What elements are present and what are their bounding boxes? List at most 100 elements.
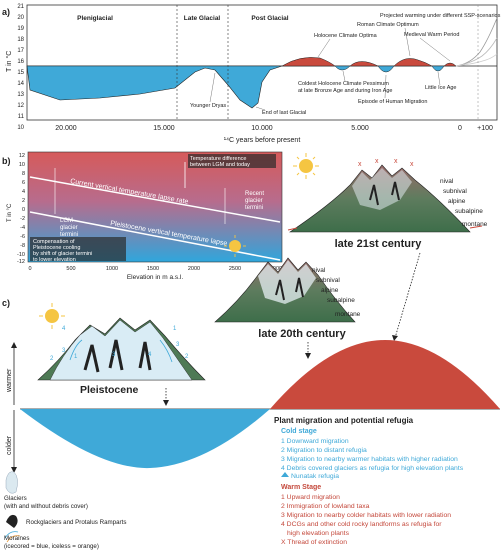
a-ytick: 15 bbox=[17, 70, 24, 76]
glacier-icon bbox=[49, 319, 193, 381]
legend-cold-stage: Cold stage bbox=[281, 428, 317, 435]
b-ytick: 0 bbox=[22, 207, 25, 213]
b-ytick: -8 bbox=[20, 243, 25, 249]
panel-b: b) T in °C 12 10 8 6 4 2 0 -2 -4 -6 -8 -… bbox=[2, 151, 283, 281]
mountain-late-20th: nival subnival alpine subalpine montane … bbox=[214, 235, 361, 340]
warm-area-1 bbox=[349, 61, 379, 67]
little-ice-age-area bbox=[431, 65, 445, 72]
svg-text:2: 2 bbox=[50, 356, 54, 362]
lgm-termini-2: glacier bbox=[60, 225, 78, 231]
recent-termini-3: termini bbox=[245, 205, 263, 211]
zone-subalpine: subalpine bbox=[327, 297, 355, 304]
zone-nival: nival bbox=[440, 178, 454, 185]
ssp-projection-low bbox=[455, 53, 498, 67]
a-ytick: 16 bbox=[17, 59, 24, 65]
legend: Plant migration and potential refugia Co… bbox=[4, 416, 464, 550]
legend-glaciers-2: (with and without debris cover) bbox=[4, 503, 88, 510]
b-ytick: -2 bbox=[20, 216, 25, 222]
period-late-glacial: Late Glacial bbox=[184, 15, 221, 22]
cold-migration-area bbox=[377, 65, 395, 73]
legend-cold-item: 2 Migration to distant refugia bbox=[281, 447, 367, 454]
b-xtick: 500 bbox=[66, 266, 75, 272]
b-ytick: 6 bbox=[22, 180, 25, 186]
b-ytick: 8 bbox=[22, 171, 25, 177]
comp-text-3: by shift of glacier termini bbox=[33, 251, 92, 257]
comp-text-4: to lower elevation bbox=[33, 257, 76, 263]
annot-coldest-2: at late Bronze Age and during Iron Age bbox=[298, 88, 393, 94]
a-xtick: 20.000 bbox=[55, 125, 77, 132]
rock-glacier-legend-icon bbox=[6, 514, 18, 528]
warmer-label: warmer bbox=[6, 368, 13, 393]
a-ytick: 17 bbox=[17, 48, 24, 54]
arrow-down-icon bbox=[392, 335, 398, 341]
period-post-glacial: Post Glacial bbox=[251, 15, 288, 22]
a-ytick: 14 bbox=[17, 81, 24, 87]
b-ytick: 4 bbox=[22, 189, 25, 195]
moraine-legend-icon bbox=[6, 535, 21, 543]
arrow-up-icon bbox=[11, 342, 17, 348]
legend-warm-item: 3 Migration to nearby colder habitats wi… bbox=[281, 512, 451, 519]
recent-termini-1: Recent bbox=[245, 191, 264, 197]
a-ytick: 20 bbox=[17, 15, 24, 21]
svg-text:x: x bbox=[410, 161, 414, 168]
b-x-label: Elevation in m a.s.l. bbox=[127, 274, 184, 281]
b-xtick: 1500 bbox=[147, 266, 159, 272]
b-ytick: -12 bbox=[17, 259, 25, 265]
legend-title: Plant migration and potential refugia bbox=[274, 416, 414, 425]
nunatak-icon bbox=[281, 472, 289, 477]
legend-cold-item: 3 Migration to nearby warmer habitats wi… bbox=[281, 456, 458, 463]
ssp-projection-high bbox=[455, 17, 498, 67]
a-ytick: 13 bbox=[17, 92, 24, 98]
legend-cold-item: 4 Debris covered glaciers as refugia for… bbox=[281, 465, 464, 472]
b-ytick: 10 bbox=[19, 162, 25, 168]
zone-montane: montane bbox=[335, 311, 361, 318]
label-pleistocene: Pleistocene bbox=[80, 384, 139, 396]
b-xtick: 2500 bbox=[229, 266, 241, 272]
legend-cold-item: 1 Downward migration bbox=[281, 438, 349, 445]
svg-text:x: x bbox=[394, 158, 398, 165]
b-ytick: -10 bbox=[17, 252, 25, 258]
current-lapse-rate-line bbox=[29, 176, 281, 223]
svg-text:x: x bbox=[375, 158, 379, 165]
rock-glacier-icon bbox=[83, 339, 152, 373]
annot-human-migration: Episode of Human Migration bbox=[358, 99, 427, 105]
zone-subalpine: subalpine bbox=[455, 208, 483, 215]
legend-warm-item: X Thread of extinction bbox=[281, 539, 347, 546]
panel-c-label: c) bbox=[2, 298, 10, 308]
annot-medieval: Medieval Warm Period bbox=[404, 32, 459, 38]
annot-younger-dryas: Younger Dryas bbox=[190, 103, 226, 109]
panel-a-y-ticks: 21 20 19 18 17 16 15 14 13 12 11 10 bbox=[17, 4, 24, 131]
glacier-legend-icon bbox=[5, 471, 18, 494]
a-ytick: 21 bbox=[17, 4, 24, 10]
a-xtick: +100 bbox=[477, 125, 493, 132]
arrow-down-icon bbox=[305, 353, 311, 359]
legend-warm-item: 4 DCGs and other cold rocky landforms as… bbox=[281, 521, 442, 528]
annot-little-ice-age: Little Ice Age bbox=[425, 85, 457, 91]
svg-text:1: 1 bbox=[74, 354, 78, 360]
legend-rock-glaciers: Rockglaciers and Protalus Ramparts bbox=[26, 519, 126, 526]
b-y-ticks: 12 10 8 6 4 2 0 -2 -4 -6 -8 -10 -12 bbox=[17, 153, 25, 265]
temp-diff-box bbox=[188, 154, 276, 168]
cold-period-area bbox=[26, 65, 283, 109]
rock-glacier-icon bbox=[369, 181, 400, 206]
sun-icon bbox=[299, 159, 313, 173]
svg-text:1: 1 bbox=[173, 326, 177, 332]
annot-roman: Roman Climate Optimum bbox=[357, 22, 419, 28]
svg-text:3: 3 bbox=[62, 348, 66, 354]
legend-warm-item: high elevation plants bbox=[287, 530, 350, 537]
arrow-down-icon bbox=[11, 467, 17, 473]
temp-diff-text-2: between LGM and today bbox=[190, 162, 250, 168]
panel-a-frame bbox=[26, 4, 498, 121]
svg-text:3: 3 bbox=[176, 342, 180, 348]
annot-end-glacial: End of last Glacial bbox=[262, 110, 306, 116]
cold-pessimum-area bbox=[334, 65, 351, 71]
recent-termini-2: glacier bbox=[245, 198, 263, 204]
warm-stage-curve bbox=[270, 340, 500, 409]
moraine-legend-icon bbox=[4, 531, 19, 539]
temp-diff-text-1: Temperature difference bbox=[190, 156, 246, 162]
comp-text-2: Pleistocene cooling bbox=[33, 245, 80, 251]
sun-icon bbox=[229, 240, 241, 252]
zone-subnival: subnival bbox=[443, 188, 467, 195]
